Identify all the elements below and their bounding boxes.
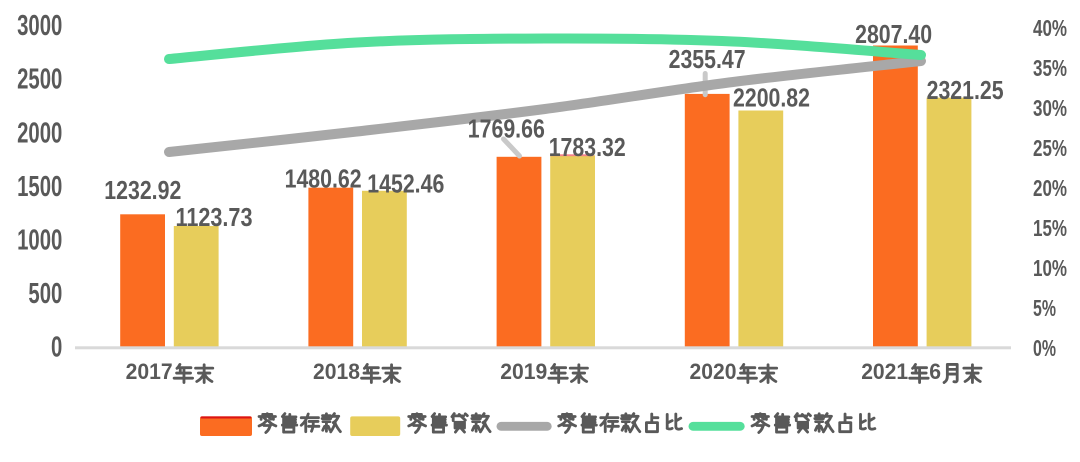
svg-text:2021: 2021 — [861, 359, 908, 384]
svg-text:2200.82: 2200.82 — [733, 83, 810, 113]
svg-text:500: 500 — [28, 278, 62, 310]
svg-text:2017: 2017 — [126, 359, 173, 384]
svg-text:1232.92: 1232.92 — [104, 175, 181, 205]
svg-text:30%: 30% — [1033, 95, 1067, 121]
svg-text:2000: 2000 — [17, 117, 62, 149]
svg-text:2500: 2500 — [17, 64, 62, 96]
svg-text:15%: 15% — [1033, 215, 1067, 241]
svg-text:0: 0 — [51, 332, 62, 364]
svg-text:25%: 25% — [1033, 135, 1067, 161]
svg-text:2807.40: 2807.40 — [855, 19, 932, 49]
svg-text:6: 6 — [929, 359, 941, 384]
svg-text:0%: 0% — [1033, 335, 1056, 361]
svg-text:20%: 20% — [1033, 175, 1067, 201]
svg-text:2018: 2018 — [313, 359, 360, 384]
svg-text:3000: 3000 — [17, 10, 62, 42]
svg-text:1769.66: 1769.66 — [468, 113, 545, 143]
svg-text:1480.62: 1480.62 — [285, 163, 362, 193]
svg-text:2019: 2019 — [500, 359, 547, 384]
svg-text:1783.32: 1783.32 — [549, 132, 626, 162]
svg-text:1452.46: 1452.46 — [367, 168, 444, 198]
svg-text:35%: 35% — [1033, 55, 1067, 81]
svg-text:5%: 5% — [1033, 295, 1056, 321]
svg-text:1500: 1500 — [17, 171, 62, 203]
svg-text:40%: 40% — [1033, 15, 1067, 41]
svg-text:2321.25: 2321.25 — [927, 75, 1004, 105]
svg-text:1000: 1000 — [17, 224, 62, 256]
svg-text:2020: 2020 — [690, 359, 737, 384]
svg-text:2355.47: 2355.47 — [669, 44, 746, 74]
svg-text:10%: 10% — [1033, 255, 1067, 281]
svg-text:1123.73: 1123.73 — [176, 202, 253, 232]
